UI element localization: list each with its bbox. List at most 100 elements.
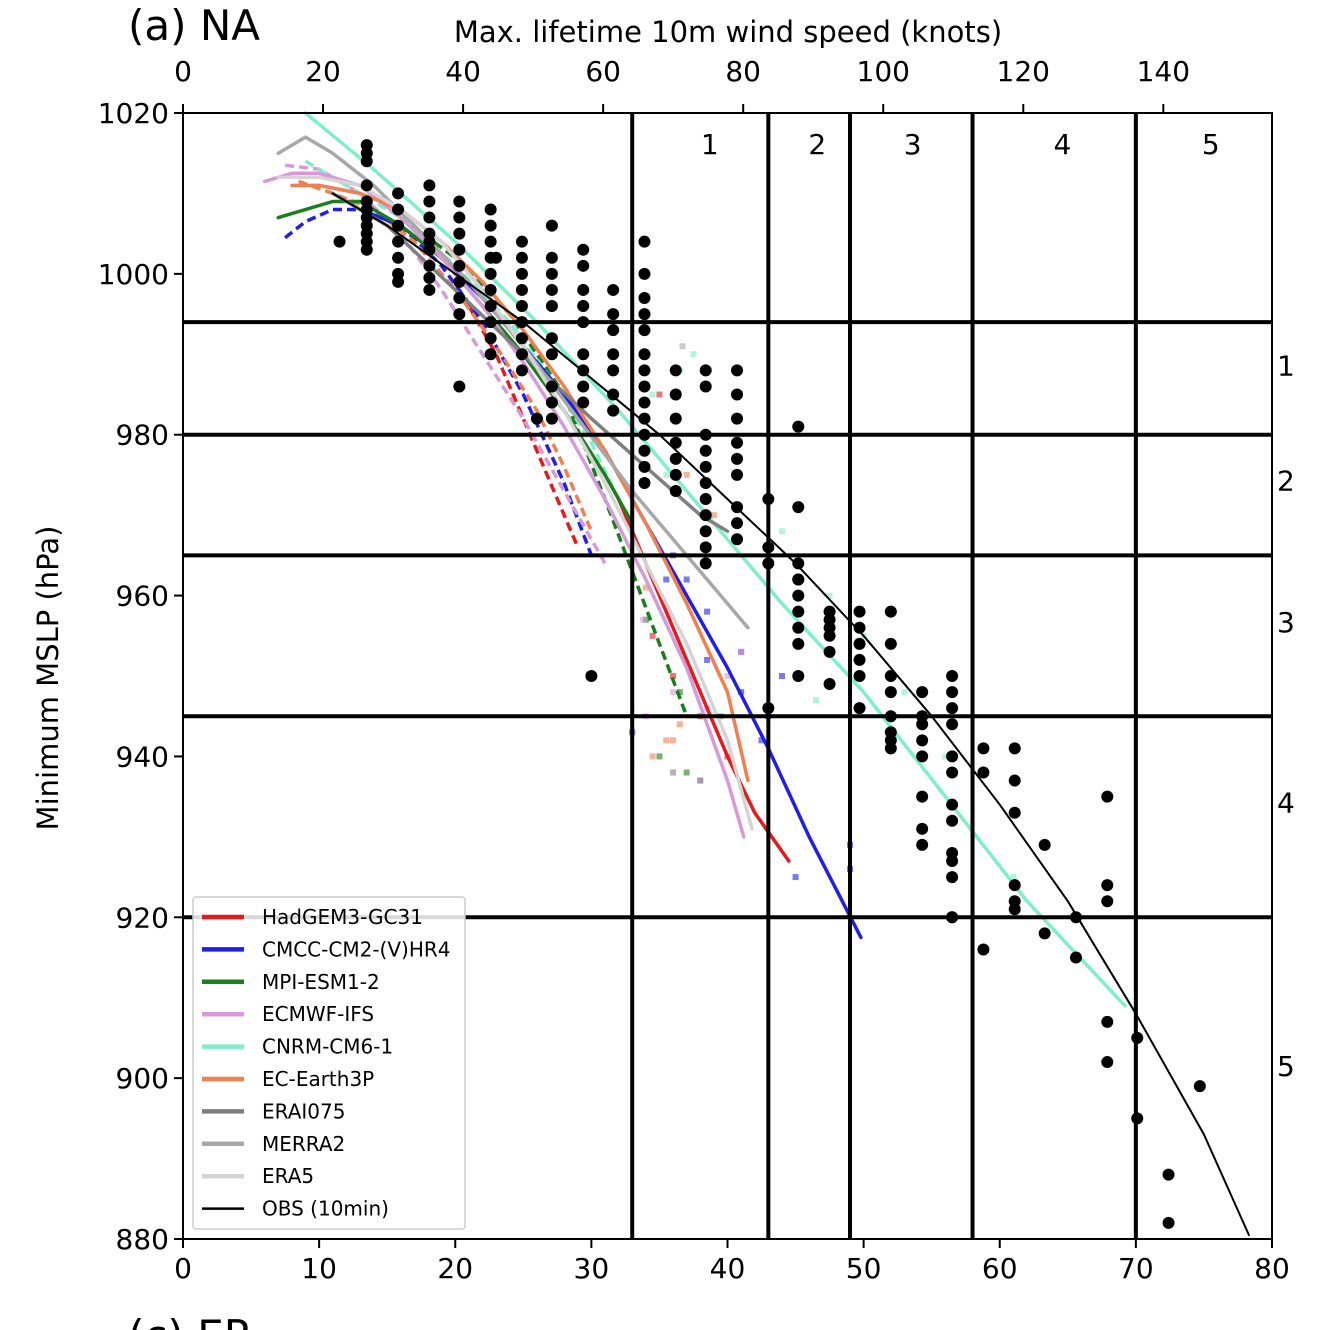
obs-point	[360, 243, 373, 256]
obs-point	[484, 219, 497, 232]
model-point	[778, 528, 785, 535]
obs-point	[638, 396, 651, 409]
model-point	[758, 737, 765, 744]
obs-point	[1038, 927, 1051, 940]
obs-point	[607, 404, 620, 417]
obs-point	[484, 283, 497, 296]
model-point	[738, 648, 745, 655]
obs-point	[946, 702, 959, 715]
series-solid-line	[331, 192, 1250, 1236]
top-tick-label: 140	[1137, 55, 1190, 88]
obs-point	[638, 476, 651, 489]
obs-point	[792, 621, 805, 634]
obs-point	[638, 308, 651, 321]
model-point	[663, 471, 670, 478]
top-tick-label: 40	[445, 55, 481, 88]
model-point	[670, 689, 677, 696]
obs-point	[977, 742, 990, 755]
obs-point	[1008, 903, 1021, 916]
x-tick-label: 0	[174, 1252, 192, 1285]
model-point	[683, 769, 690, 776]
model-point	[640, 616, 647, 623]
obs-point	[515, 332, 528, 345]
top-tick-label: 60	[585, 55, 621, 88]
obs-point	[823, 629, 836, 642]
obs-point	[792, 670, 805, 682]
obs-point	[823, 678, 836, 691]
model-point	[676, 721, 683, 728]
model-point	[670, 737, 677, 744]
obs-point	[699, 557, 712, 570]
obs-point	[545, 300, 558, 313]
obs-point	[884, 605, 897, 618]
obs-point	[853, 670, 866, 682]
obs-point	[607, 324, 620, 337]
obs-point	[638, 348, 651, 361]
legend-label: ERA5	[262, 1164, 314, 1188]
x-tick-label: 80	[1254, 1252, 1290, 1285]
obs-point	[607, 308, 620, 321]
obs-point	[1101, 895, 1114, 908]
obs-point	[577, 364, 590, 377]
obs-point	[423, 179, 436, 192]
top-tick-label: 120	[997, 55, 1050, 88]
pressure-category-label: 3	[1277, 606, 1295, 639]
obs-point	[638, 364, 651, 377]
obs-point	[853, 637, 866, 650]
pressure-category-label: 4	[1277, 786, 1295, 819]
obs-point	[545, 267, 558, 280]
obs-point	[423, 283, 436, 296]
model-point	[670, 769, 677, 776]
model-point	[679, 343, 686, 350]
obs-point	[916, 822, 929, 835]
obs-point	[699, 493, 712, 506]
obs-point	[1101, 879, 1114, 892]
obs-point	[360, 179, 373, 192]
series-solid-line	[276, 175, 754, 831]
axis-ticks-layer: 0 10 20 30 40 50 60 70 8088090092094096098010001…	[98, 55, 1290, 1285]
obs-point	[699, 460, 712, 473]
obs-point	[453, 227, 466, 240]
series-solid-line	[330, 191, 730, 533]
obs-point	[490, 251, 503, 264]
model-point	[663, 576, 670, 583]
obs-point	[946, 766, 959, 779]
top-tick-label: 0	[174, 55, 192, 88]
obs-point	[699, 444, 712, 457]
obs-point	[577, 348, 590, 361]
obs-point	[669, 412, 682, 425]
obs-point	[453, 308, 466, 321]
obs-point	[1101, 1056, 1114, 1069]
obs-point	[585, 670, 598, 682]
legend-label: HadGEM3-GC31	[262, 905, 423, 929]
obs-point	[484, 332, 497, 345]
wind-category-label: 4	[1053, 128, 1071, 161]
obs-point	[977, 766, 990, 779]
model-point	[812, 697, 819, 704]
obs-point	[731, 388, 744, 401]
model-point	[642, 584, 649, 591]
y-tick-label: 920	[116, 901, 169, 934]
obs-point	[577, 396, 590, 409]
obs-point	[792, 420, 805, 433]
obs-point	[946, 854, 959, 867]
obs-point	[669, 364, 682, 377]
obs-point	[515, 348, 528, 361]
top-axis-label: Max. lifetime 10m wind speed (knots)	[454, 15, 1002, 49]
obs-point	[453, 380, 466, 393]
obs-point	[638, 412, 651, 425]
model-point	[649, 753, 656, 760]
obs-point	[453, 243, 466, 256]
legend-entries: HadGEM3-GC31 CMCC-CM2-(V)HR4 MPI-ESM1-2 ECM…	[202, 905, 450, 1221]
model-point	[901, 689, 908, 696]
obs-point	[1038, 838, 1051, 851]
legend-label: CNRM-CM6-1	[262, 1035, 393, 1059]
wind-category-label: 5	[1202, 128, 1220, 161]
model-point	[649, 632, 656, 639]
category-grid-layer	[183, 113, 1272, 1239]
model-point	[690, 351, 697, 358]
model-point	[683, 576, 690, 583]
obs-point	[699, 541, 712, 554]
y-tick-label: 1020	[98, 97, 169, 130]
